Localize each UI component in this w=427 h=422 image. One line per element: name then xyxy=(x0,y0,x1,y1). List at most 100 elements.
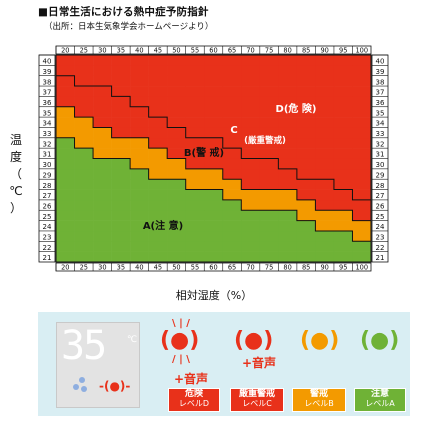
y-tick-label: 40 xyxy=(376,58,385,66)
zone-cell xyxy=(315,168,335,180)
zone-cell xyxy=(333,179,353,190)
zone-cell xyxy=(167,106,187,118)
zone-cell xyxy=(111,230,131,242)
badge-level-d-name: 危険 xyxy=(184,389,203,399)
y-tick-label: 27 xyxy=(376,192,385,200)
zone-cell xyxy=(333,117,353,128)
zone-cell xyxy=(204,86,224,97)
y-tick-label: 34 xyxy=(376,120,385,128)
zone-cell xyxy=(56,86,75,97)
zone-cell xyxy=(241,230,261,242)
zone-boundary-line xyxy=(56,106,371,222)
zone-cell xyxy=(56,137,75,149)
zone-cell xyxy=(111,75,131,87)
zone-cell xyxy=(56,96,75,108)
zone-cell xyxy=(185,230,205,242)
zone-cell xyxy=(204,148,224,159)
zone-cell xyxy=(278,96,298,108)
zone-cell xyxy=(148,189,168,201)
zone-cell xyxy=(278,210,298,221)
zone-cell xyxy=(111,65,131,76)
zone-cell xyxy=(315,65,335,76)
zone-cell xyxy=(111,168,131,180)
zone-cell xyxy=(352,106,372,118)
zone-cell xyxy=(222,75,242,87)
zone-cell xyxy=(130,158,149,170)
zone-cell xyxy=(93,189,112,201)
chart-source: （出所：日本生気象学会ホームページより） xyxy=(44,22,214,32)
zone-label-a: A(注 意) xyxy=(143,219,183,232)
zone-cell xyxy=(296,106,316,118)
zone-cell xyxy=(167,179,187,190)
x-tick-label: 65 xyxy=(228,264,236,272)
lamp-caution-icon: (●) xyxy=(300,328,339,353)
zone-cell xyxy=(56,189,75,201)
x-tick-label: 85 xyxy=(302,47,310,55)
x-tick-label: 85 xyxy=(302,264,310,272)
zone-cell xyxy=(93,220,112,232)
zone-cell xyxy=(130,75,149,87)
zone-cell xyxy=(185,179,205,190)
zone-cell xyxy=(259,75,279,87)
chart-title: ■日常生活における熱中症予防指針 xyxy=(38,6,209,18)
zone-cell xyxy=(315,210,335,221)
zone-cell xyxy=(333,251,353,263)
zone-cell xyxy=(222,158,242,170)
y-tick-label: 21 xyxy=(43,254,52,262)
zone-cell xyxy=(167,220,187,232)
x-tick-label: 35 xyxy=(117,264,125,272)
zone-cell xyxy=(352,251,372,263)
zone-cell xyxy=(278,179,298,190)
lcd-display: 35 ℃ -(●)- xyxy=(56,322,140,408)
y-axis-label-char: ℃ xyxy=(9,184,23,198)
zone-cell xyxy=(148,117,168,128)
zone-cell xyxy=(352,75,372,87)
zone-cell xyxy=(111,55,131,66)
y-tick-label: 32 xyxy=(43,140,52,148)
zone-cell xyxy=(278,230,298,242)
y-tick-label: 31 xyxy=(43,151,52,159)
zone-cell xyxy=(352,179,372,190)
zone-cell xyxy=(333,65,353,76)
zone-cell xyxy=(315,75,335,87)
zone-cell xyxy=(56,230,75,242)
zone-cell xyxy=(93,137,112,149)
zone-cell xyxy=(241,96,261,108)
y-tick-label: 22 xyxy=(376,244,385,252)
x-tick-label: 50 xyxy=(172,264,180,272)
zone-cell xyxy=(111,158,131,170)
zone-cell xyxy=(315,179,335,190)
x-tick-label: 100 xyxy=(355,47,368,55)
x-tick-label: 70 xyxy=(246,47,254,55)
zone-cell xyxy=(352,137,372,149)
zone-cell xyxy=(167,189,187,201)
zone-cell xyxy=(111,210,131,221)
zone-cell xyxy=(93,106,112,118)
zone-cell xyxy=(148,210,168,221)
zone-cell xyxy=(259,55,279,66)
y-tick-label: 36 xyxy=(376,99,385,107)
zone-cell xyxy=(130,251,149,263)
zone-cell xyxy=(130,117,149,128)
zone-cell xyxy=(259,158,279,170)
zone-cell xyxy=(56,158,75,170)
x-tick-label: 45 xyxy=(154,47,162,55)
zone-cell xyxy=(204,220,224,232)
y-tick-label: 24 xyxy=(43,223,52,231)
y-tick-label: 37 xyxy=(43,89,52,97)
zone-cell xyxy=(259,96,279,108)
zone-cell xyxy=(296,96,316,108)
zone-cell xyxy=(56,251,75,263)
badge-level-b-name: 警戒 xyxy=(309,389,328,399)
zone-cell xyxy=(185,251,205,263)
zone-cell xyxy=(93,55,112,66)
zone-cell xyxy=(241,199,261,211)
zone-cell xyxy=(185,65,205,76)
zone-cell xyxy=(296,199,316,211)
zone-cell xyxy=(315,220,335,232)
zone-cell xyxy=(241,75,261,87)
zone-cell xyxy=(148,106,168,118)
zone-cell xyxy=(352,55,372,66)
zone-cell xyxy=(74,158,94,170)
sound-label-danger: +音声 xyxy=(174,372,209,386)
